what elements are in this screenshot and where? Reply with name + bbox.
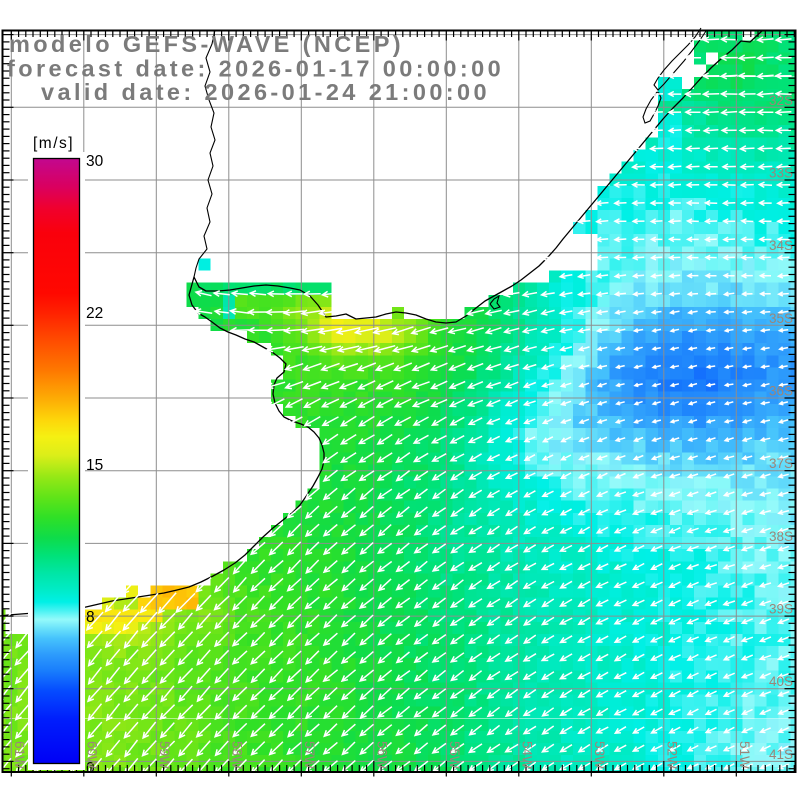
svg-text:8: 8 <box>86 609 95 626</box>
svg-text:55W: 55W <box>447 741 462 769</box>
svg-text:36S: 36S <box>769 384 793 399</box>
svg-text:54W: 54W <box>519 741 534 769</box>
svg-text:valid date: 2026-01-24 21:00:0: valid date: 2026-01-24 21:00:00 <box>41 79 490 105</box>
svg-text:59W: 59W <box>157 741 172 769</box>
svg-text:38S: 38S <box>769 529 793 544</box>
svg-text:56W: 56W <box>374 741 389 769</box>
svg-text:32S: 32S <box>769 93 793 108</box>
svg-text:modelo GEFS-WAVE (NCEP): modelo GEFS-WAVE (NCEP) <box>9 31 404 57</box>
svg-text:53W: 53W <box>592 741 607 769</box>
svg-text:35S: 35S <box>769 311 793 326</box>
svg-text:15: 15 <box>86 457 103 474</box>
svg-text:30: 30 <box>86 153 104 170</box>
svg-text:37S: 37S <box>769 456 793 471</box>
svg-text:[m/s]: [m/s] <box>33 135 74 152</box>
svg-text:forecast date: 2026-01-17 00:0: forecast date: 2026-01-17 00:00:00 <box>7 56 504 82</box>
svg-text:40S: 40S <box>769 674 793 689</box>
svg-text:0: 0 <box>86 760 95 777</box>
svg-text:52W: 52W <box>664 741 679 769</box>
svg-text:51W: 51W <box>737 741 752 769</box>
svg-text:34S: 34S <box>769 238 793 253</box>
svg-text:60W: 60W <box>84 741 99 769</box>
svg-text:22: 22 <box>86 305 103 322</box>
svg-text:41S: 41S <box>769 747 793 762</box>
svg-text:58W: 58W <box>229 741 244 769</box>
svg-text:39S: 39S <box>769 602 793 617</box>
svg-text:61W: 61W <box>12 741 27 769</box>
svg-text:57W: 57W <box>302 741 317 769</box>
svg-text:33S: 33S <box>769 166 793 181</box>
